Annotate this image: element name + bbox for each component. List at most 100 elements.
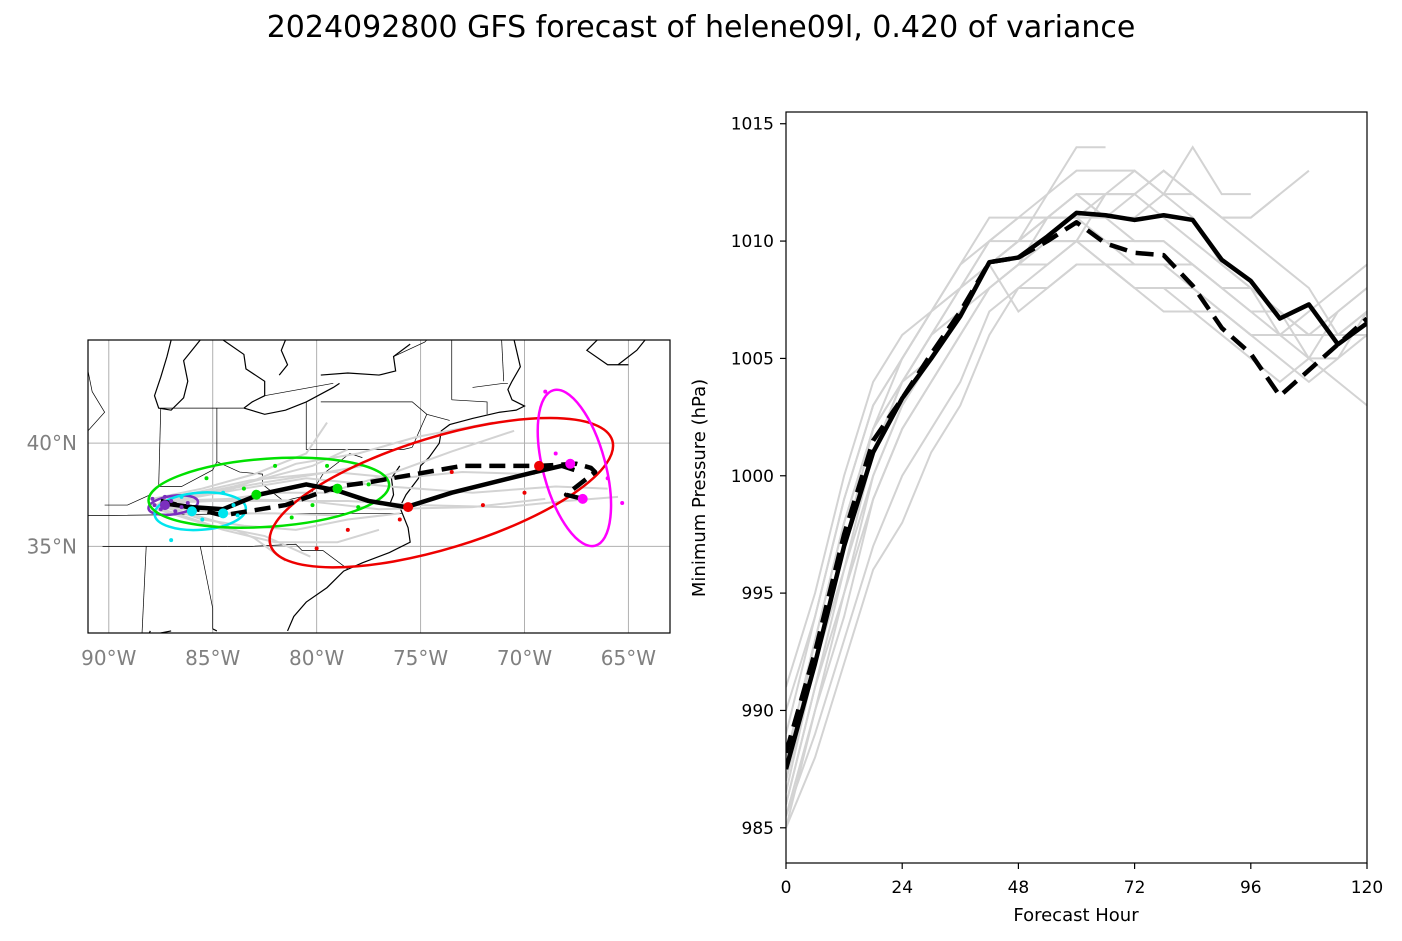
border-segment [227, 543, 349, 570]
uncertainty-ellipses [147, 388, 615, 569]
border-segment [104, 461, 263, 506]
ensemble-point [620, 501, 625, 506]
mean-track-point [251, 489, 262, 500]
coastline-segment [212, 628, 218, 632]
ensemble-point [169, 538, 174, 543]
ensemble-pressure-lines [786, 145, 1367, 829]
ensemble-pressure-line [786, 145, 1251, 805]
ensemble-point [231, 503, 236, 508]
ensemble-point [356, 505, 361, 510]
border-segment [264, 382, 334, 397]
border-segment [472, 382, 508, 388]
mean-track-point [565, 458, 576, 469]
map-x-tick-label: 70°W [497, 646, 552, 670]
mean-track-point [332, 483, 343, 494]
ensemble-point [325, 463, 330, 468]
mean-track-point [159, 500, 170, 511]
ensemble-point [179, 505, 184, 510]
y-tick-label: 995 [742, 584, 774, 604]
x-tick-label: 120 [1351, 878, 1383, 898]
x-tick-label: 72 [1124, 878, 1146, 898]
mean-track-point [218, 508, 229, 519]
map-x-tick-label: 85°W [185, 646, 240, 670]
border-segment [141, 546, 147, 633]
border-segment [199, 546, 214, 629]
ensemble-track [166, 471, 535, 500]
ensemble-point [241, 486, 246, 491]
ensemble-pressure-line [786, 263, 1367, 817]
mean-track-point [186, 506, 197, 517]
border-segment [320, 401, 450, 421]
ensemble-point [152, 503, 157, 508]
solid-mean-track [160, 463, 576, 512]
ensemble-point [366, 482, 371, 487]
coastline-segment [148, 630, 151, 633]
border-segment [88, 370, 106, 432]
dashed-mean-pressure-line [786, 220, 1367, 754]
ensemble-point [397, 517, 402, 522]
uncertainty-ellipse [147, 493, 200, 517]
y-tick-label: 985 [742, 819, 774, 839]
y-tick-label: 990 [742, 701, 774, 721]
mean-track-point [534, 460, 545, 471]
y-axis-label: Minimum Pressure (hPa) [689, 379, 710, 597]
ensemble-point [200, 517, 205, 522]
ensemble-pressure-line [786, 193, 1367, 735]
ensemble-point [345, 527, 350, 532]
ensemble-point [449, 470, 454, 475]
ensemble-pressure-line [786, 262, 1309, 758]
map-tick-labels: 90°W 85°W 80°W 75°W 70°W 65°W 35°N 40°N [27, 431, 657, 670]
ensemble-point [221, 490, 226, 495]
border-segment [158, 408, 162, 487]
ensemble-track [152, 421, 328, 500]
coastline-segment [222, 340, 266, 409]
map-panel: 90°W 85°W 80°W 75°W 70°W 65°W 35°N 40°N [27, 339, 671, 670]
ensemble-point [543, 389, 548, 394]
y-tick-label: 1010 [731, 232, 774, 252]
ensemble-point [235, 513, 240, 518]
uncertainty-ellipse [536, 388, 613, 548]
ensemble-point [522, 490, 527, 495]
solid-mean-pressure-line [786, 210, 1367, 770]
ensemble-point [605, 476, 610, 481]
track-points [150, 389, 625, 551]
x-tick-label: 0 [781, 878, 792, 898]
ensemble-point [204, 476, 209, 481]
dashed-mean-track [160, 461, 598, 518]
map-x-tick-label: 65°W [601, 646, 656, 670]
coastline-segment [320, 343, 411, 376]
x-tick-label: 48 [1008, 878, 1030, 898]
ensemble-point [162, 494, 167, 499]
y-tick-label: 1000 [731, 467, 774, 487]
map-frame [87, 339, 671, 634]
ensemble-point [273, 463, 278, 468]
ensemble-pressure-line [786, 216, 1367, 793]
ensemble-pressure-line [786, 169, 1367, 829]
ensemble-track [156, 508, 380, 544]
uncertainty-ellipse [147, 456, 391, 529]
border-segment [393, 340, 428, 357]
map-y-tick-label: 35°N [27, 534, 77, 558]
border-segment [451, 399, 488, 415]
ensemble-pressure-line [786, 239, 1367, 782]
x-axis-label: Forecast Hour [1013, 905, 1139, 926]
ensemble-point [185, 501, 190, 506]
coastline-segment [243, 382, 340, 415]
map-x-tick-label: 75°W [393, 646, 448, 670]
mean-tracks [160, 461, 598, 518]
mean-track-point [403, 502, 414, 513]
ensemble-pressure-line [786, 146, 1106, 758]
ensemble-point [173, 509, 178, 514]
figure-title: 2024092800 GFS forecast of helene09l, 0.… [266, 10, 1136, 45]
map-x-tick-label: 80°W [289, 646, 344, 670]
uncertainty-ellipse [268, 416, 615, 569]
x-tick-label: 24 [891, 878, 913, 898]
mean-track-point [577, 493, 588, 504]
ensemble-point [553, 451, 558, 456]
pressure-panel: 0 24 48 72 96 120 985 990 995 1000 1005 1010 1015 Fo… [689, 111, 1383, 926]
ensemble-point [314, 546, 319, 551]
ensemble-point [310, 503, 315, 508]
coastline-segment [278, 340, 289, 376]
uncertainty-ellipse [153, 491, 248, 532]
